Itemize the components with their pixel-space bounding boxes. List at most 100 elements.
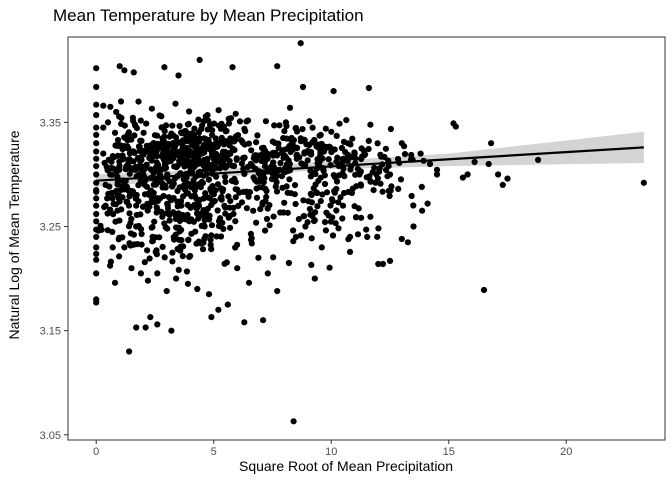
data-point — [341, 173, 348, 180]
data-point — [141, 259, 148, 266]
data-point — [212, 187, 219, 194]
data-point — [198, 178, 205, 185]
data-point — [93, 195, 100, 202]
data-point — [137, 211, 144, 218]
data-point — [199, 246, 207, 253]
data-point — [261, 163, 269, 170]
data-point — [260, 144, 267, 151]
data-point — [158, 208, 165, 215]
data-point — [107, 206, 114, 213]
data-point — [292, 200, 299, 208]
data-point — [193, 240, 200, 247]
data-point — [317, 131, 324, 138]
data-point — [535, 156, 542, 163]
data-point — [280, 209, 287, 216]
data-point — [321, 219, 329, 226]
data-point — [146, 255, 153, 262]
data-point — [178, 157, 185, 164]
data-point — [401, 143, 408, 150]
data-point — [357, 181, 364, 188]
data-point — [169, 249, 176, 256]
data-point — [142, 324, 149, 331]
data-point — [194, 285, 201, 293]
data-point — [93, 131, 100, 138]
y-tick-label: 3.35 — [40, 117, 61, 129]
data-point — [354, 231, 362, 238]
data-point — [363, 174, 370, 181]
data-point — [158, 113, 165, 120]
data-point — [385, 163, 392, 170]
data-point — [161, 128, 168, 135]
data-point — [365, 145, 372, 153]
data-point — [275, 140, 282, 147]
data-point — [215, 223, 223, 230]
data-point — [217, 215, 224, 222]
data-point — [128, 188, 135, 195]
data-point — [125, 223, 133, 230]
data-point — [367, 121, 374, 128]
data-point — [107, 262, 114, 269]
data-point — [153, 247, 160, 254]
data-point — [153, 148, 160, 155]
data-point — [137, 157, 144, 165]
data-point — [116, 158, 123, 165]
data-point — [115, 195, 123, 203]
y-axis: 3.05 3.15 3.25 3.35 — [40, 117, 68, 442]
data-point — [452, 123, 459, 130]
data-point — [283, 122, 290, 130]
data-point — [173, 275, 180, 282]
data-point — [217, 125, 224, 132]
data-point — [235, 202, 242, 209]
data-point — [260, 317, 267, 324]
data-point — [178, 202, 185, 209]
data-point — [232, 194, 239, 201]
data-point — [109, 195, 116, 202]
data-point — [100, 102, 107, 109]
data-point — [193, 146, 200, 153]
data-point — [135, 98, 142, 105]
data-point — [160, 151, 167, 158]
data-point — [418, 183, 425, 190]
data-point — [187, 204, 194, 211]
data-point — [295, 216, 302, 223]
data-point — [317, 154, 324, 161]
data-point — [203, 160, 210, 167]
data-point — [262, 118, 269, 125]
data-point — [314, 203, 321, 210]
data-point — [176, 122, 183, 130]
data-point — [317, 144, 324, 151]
data-point — [116, 253, 123, 260]
data-point — [147, 166, 154, 173]
data-point — [329, 198, 336, 205]
data-point — [419, 207, 426, 214]
data-point — [232, 244, 239, 251]
data-point — [345, 236, 352, 243]
data-point — [221, 202, 228, 209]
data-point — [307, 190, 314, 197]
data-point — [309, 124, 316, 131]
x-tick-label: 10 — [325, 446, 337, 458]
data-point — [169, 258, 176, 265]
data-point — [220, 141, 228, 148]
data-point — [93, 83, 100, 91]
data-point — [157, 195, 164, 202]
data-point — [309, 139, 316, 146]
y-tick-label: 3.15 — [40, 326, 61, 338]
data-point — [285, 259, 292, 267]
data-point — [227, 224, 234, 231]
data-point — [216, 153, 223, 160]
data-point — [318, 244, 325, 251]
data-point — [471, 158, 478, 166]
data-point — [137, 164, 144, 171]
data-point — [187, 252, 194, 260]
data-point — [154, 270, 161, 277]
data-point — [329, 232, 337, 239]
data-point — [190, 184, 197, 191]
data-point — [152, 142, 159, 150]
data-point — [166, 133, 173, 140]
data-point — [200, 118, 207, 125]
data-point — [397, 176, 405, 183]
data-point — [313, 189, 320, 196]
data-point — [125, 160, 132, 167]
data-point — [464, 171, 471, 178]
